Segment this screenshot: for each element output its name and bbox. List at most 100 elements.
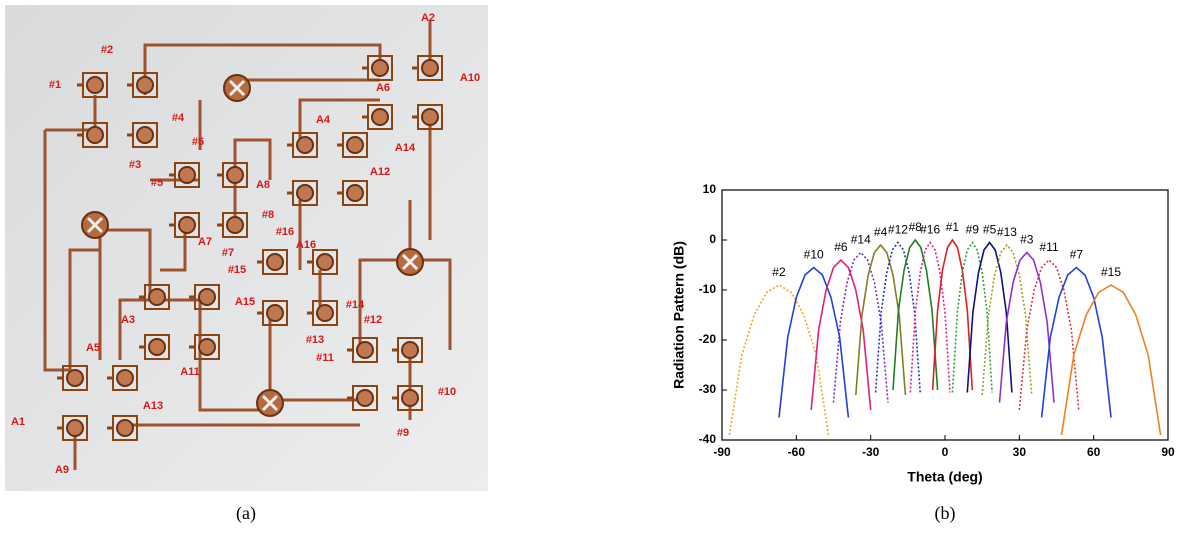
series-line bbox=[931, 238, 974, 391]
series-label: #11 bbox=[1039, 240, 1058, 254]
y-tick-label: 0 bbox=[709, 232, 716, 246]
board-label: A13 bbox=[143, 400, 163, 412]
coupler-ring bbox=[198, 288, 216, 306]
x-tick-label: 0 bbox=[942, 445, 949, 459]
coupler-ring bbox=[316, 304, 334, 322]
coupler-ring bbox=[86, 76, 104, 94]
series-line bbox=[832, 251, 889, 403]
x-tick-label: 30 bbox=[1013, 445, 1027, 459]
coupler-ring bbox=[226, 166, 244, 184]
board-label: #13 bbox=[306, 334, 324, 346]
board-label: A16 bbox=[296, 239, 316, 251]
board-label: #3 bbox=[129, 159, 141, 171]
coupler-ring bbox=[266, 253, 284, 271]
coupler-ring bbox=[356, 389, 374, 407]
coupler-ring bbox=[136, 76, 154, 94]
coupler-ring bbox=[66, 419, 84, 437]
series-line bbox=[951, 241, 993, 393]
crossover-x bbox=[86, 216, 104, 234]
series-label: #13 bbox=[997, 225, 1017, 239]
x-axis-label: Theta (deg) bbox=[907, 469, 982, 485]
couplers bbox=[57, 55, 443, 441]
series-label: #4 bbox=[874, 225, 888, 239]
y-tick-label: -30 bbox=[699, 382, 717, 396]
coupler-ring bbox=[178, 216, 196, 234]
board-label: #4 bbox=[172, 112, 185, 124]
crossover-x bbox=[261, 394, 279, 412]
coupler-ring bbox=[401, 389, 419, 407]
coupler-ring bbox=[86, 126, 104, 144]
series-line bbox=[998, 251, 1055, 403]
coupler-ring bbox=[178, 166, 196, 184]
coupler-ring bbox=[296, 184, 314, 202]
series-line bbox=[981, 243, 1033, 396]
coupler-ring bbox=[266, 304, 284, 322]
x-tick-label: -90 bbox=[713, 445, 731, 459]
caption: (a) bbox=[236, 503, 256, 524]
series-label: #7 bbox=[1070, 248, 1084, 262]
y-tick-label: 10 bbox=[703, 182, 717, 196]
y-tick-label: -10 bbox=[699, 282, 717, 296]
series-label: #9 bbox=[966, 223, 980, 237]
series-line bbox=[1040, 266, 1112, 418]
coupler-ring bbox=[116, 369, 134, 387]
series-label: #16 bbox=[920, 223, 940, 237]
coupler-ring bbox=[421, 108, 439, 126]
series-label: #6 bbox=[834, 240, 848, 254]
caption: (b) bbox=[935, 503, 956, 524]
board-photo bbox=[5, 5, 488, 491]
series-line bbox=[892, 238, 939, 391]
coupler-ring bbox=[401, 341, 419, 359]
y-axis-label: Radiation Pattern (dB) bbox=[671, 241, 687, 389]
board-label: A11 bbox=[180, 366, 200, 378]
coupler-ring bbox=[346, 136, 364, 154]
board-label: A1 bbox=[11, 416, 25, 428]
y-tick-label: -40 bbox=[699, 432, 717, 446]
board-label: #8 bbox=[262, 209, 274, 221]
series-label: #14 bbox=[851, 233, 871, 247]
series-line bbox=[810, 258, 872, 411]
board-label: A7 bbox=[198, 236, 212, 248]
x-tick-label: 60 bbox=[1087, 445, 1101, 459]
board-label: #1 bbox=[49, 79, 61, 91]
coupler-ring bbox=[346, 184, 364, 202]
coupler-ring bbox=[198, 338, 216, 356]
crossover-x bbox=[401, 253, 419, 271]
y-tick-label: -20 bbox=[699, 332, 717, 346]
board-label: #14 bbox=[346, 299, 365, 311]
series-label: #2 bbox=[772, 265, 786, 279]
coupler-ring bbox=[356, 341, 374, 359]
board-label: #5 bbox=[151, 177, 163, 189]
coupler-ring bbox=[371, 108, 389, 126]
board-label: #15 bbox=[228, 264, 246, 276]
board-label: A8 bbox=[256, 179, 270, 191]
board-label: #2 bbox=[101, 44, 113, 56]
board-label: #6 bbox=[192, 136, 204, 148]
x-tick-label: -60 bbox=[788, 445, 806, 459]
board-label: A5 bbox=[86, 342, 100, 354]
series-line bbox=[1060, 284, 1162, 436]
series-line bbox=[966, 241, 1013, 393]
board-label: #12 bbox=[364, 314, 382, 326]
series-label: #10 bbox=[804, 248, 824, 262]
board-label: A6 bbox=[376, 82, 390, 94]
board-label: #16 bbox=[276, 226, 294, 238]
x-tick-label: -30 bbox=[862, 445, 880, 459]
series-group bbox=[728, 238, 1162, 436]
series-label: #15 bbox=[1101, 265, 1121, 279]
series-label: #12 bbox=[888, 223, 908, 237]
board-label: A9 bbox=[55, 464, 69, 476]
coupler-ring bbox=[116, 419, 134, 437]
board-label: A14 bbox=[395, 142, 416, 154]
coupler-ring bbox=[136, 126, 154, 144]
coupler-ring bbox=[66, 369, 84, 387]
x-tick-label: 90 bbox=[1161, 445, 1175, 459]
board-label: A4 bbox=[316, 114, 331, 126]
board-label: #11 bbox=[316, 352, 334, 364]
coupler-ring bbox=[226, 216, 244, 234]
series-label: #5 bbox=[983, 223, 997, 237]
series-line bbox=[1018, 258, 1080, 411]
board-label: A12 bbox=[370, 166, 390, 178]
board-label: A10 bbox=[460, 72, 480, 84]
board-label: A3 bbox=[121, 314, 135, 326]
